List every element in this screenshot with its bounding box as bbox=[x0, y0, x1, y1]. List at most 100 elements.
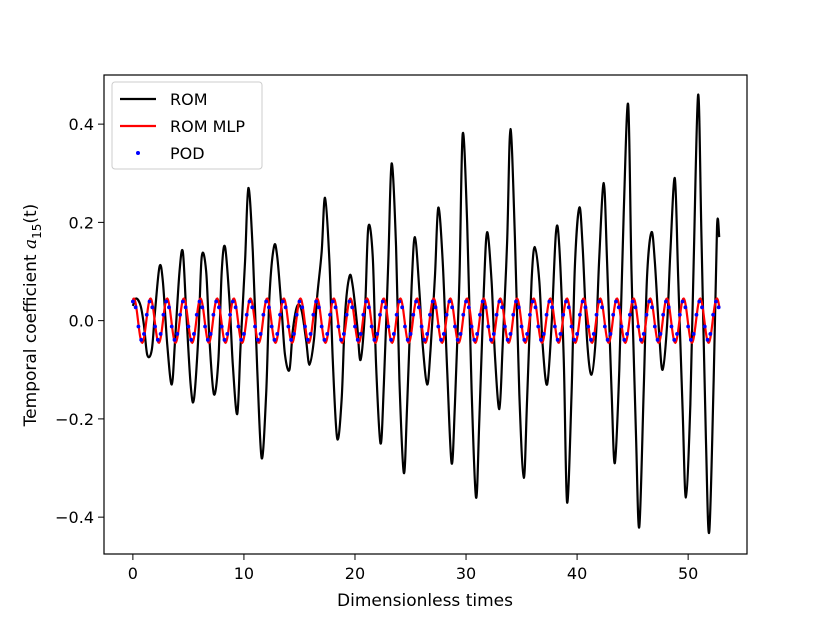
series-pod-point bbox=[594, 312, 599, 317]
series-pod-point bbox=[167, 305, 171, 310]
series-pod-point bbox=[230, 299, 235, 304]
series-pod-point bbox=[658, 332, 663, 336]
series-pod-point bbox=[180, 299, 185, 304]
series-pod-point bbox=[525, 332, 530, 336]
series-pod-point bbox=[389, 337, 393, 342]
series-pod-point bbox=[464, 299, 468, 304]
series-pod-point bbox=[172, 337, 177, 342]
series-pod-point bbox=[314, 299, 319, 304]
series-pod-point bbox=[608, 332, 613, 336]
series-pod-point bbox=[255, 337, 260, 342]
series-pod-point bbox=[292, 332, 296, 336]
series-pod-point bbox=[289, 337, 294, 342]
series-pod-point bbox=[225, 332, 230, 336]
series-pod-point bbox=[347, 299, 352, 304]
series-pod-point bbox=[242, 332, 246, 336]
series-pod-point bbox=[544, 312, 549, 317]
series-pod-point bbox=[297, 299, 302, 304]
series-pod-point bbox=[400, 305, 405, 310]
series-pod-point bbox=[511, 312, 516, 317]
series-pod-point bbox=[522, 337, 527, 342]
series-pod-point bbox=[189, 337, 194, 342]
series-pod-point bbox=[316, 305, 321, 310]
series-pod-point bbox=[364, 299, 368, 304]
x-tick-label: 30 bbox=[456, 564, 476, 583]
series-pod-point bbox=[142, 332, 146, 336]
series-pod-point bbox=[691, 332, 696, 336]
series-pod-point bbox=[664, 299, 668, 304]
series-pod-point bbox=[500, 305, 505, 310]
series-pod-point bbox=[619, 324, 624, 329]
series-pod-point bbox=[472, 337, 477, 342]
series-pod-point bbox=[430, 299, 435, 304]
series-pod-point bbox=[194, 312, 199, 317]
y-axis-label: Temporal coefficient a15(t) bbox=[21, 204, 44, 428]
series-pod-point bbox=[702, 324, 707, 329]
series-pod-point bbox=[689, 337, 693, 342]
series-pod-point bbox=[647, 299, 652, 304]
series-pod-point bbox=[319, 324, 324, 329]
series-pod-point bbox=[455, 337, 460, 342]
y-tick-label: −0.4 bbox=[55, 508, 94, 527]
series-pod-point bbox=[686, 324, 691, 329]
series-pod-point bbox=[372, 337, 377, 342]
series-pod-point bbox=[158, 332, 163, 336]
series-pod-point bbox=[614, 299, 618, 304]
series-pod-point bbox=[491, 332, 496, 336]
x-tick-label: 50 bbox=[678, 564, 698, 583]
series-pod-point bbox=[441, 332, 446, 336]
series-pod-point bbox=[208, 332, 213, 336]
legend-swatch-pod bbox=[136, 151, 140, 155]
legend-label-pod: POD bbox=[170, 144, 205, 163]
series-pod-point bbox=[222, 337, 227, 342]
series-pod-point bbox=[278, 312, 282, 317]
series-pod-point bbox=[214, 299, 219, 304]
series-pod-point bbox=[164, 299, 169, 304]
series-pod-point bbox=[453, 324, 457, 329]
series-pod-point bbox=[144, 312, 149, 317]
series-pod-point bbox=[550, 305, 554, 310]
series-pod-point bbox=[580, 299, 585, 304]
x-axis-label: Dimensionless times bbox=[337, 591, 513, 611]
series-pod-point bbox=[369, 324, 374, 329]
series-pod-point bbox=[675, 332, 679, 336]
series-pod-point bbox=[308, 332, 313, 336]
series-pod-point bbox=[683, 305, 688, 310]
series-pod-point bbox=[386, 324, 391, 329]
series-pod-point bbox=[527, 312, 532, 317]
series-pod-point bbox=[439, 337, 443, 342]
series-pod-point bbox=[183, 305, 188, 310]
x-tick-label: 10 bbox=[234, 564, 254, 583]
legend-box bbox=[111, 81, 263, 170]
series-pod-point bbox=[655, 337, 660, 342]
series-pod-point bbox=[311, 312, 316, 317]
series-pod-point bbox=[130, 299, 135, 304]
series-pod-point bbox=[514, 299, 518, 304]
series-pod-point bbox=[405, 337, 410, 342]
series-pod-point bbox=[680, 299, 685, 304]
series-pod-point bbox=[428, 312, 432, 317]
series-pod-point bbox=[575, 332, 579, 336]
series-pod-point bbox=[519, 324, 524, 329]
series-pod-point bbox=[150, 305, 155, 310]
series-pod-point bbox=[155, 337, 160, 342]
series-pod-point bbox=[627, 312, 632, 317]
series-pod-point bbox=[397, 299, 402, 304]
series-pod-point bbox=[344, 312, 349, 317]
series-pod-point bbox=[503, 324, 507, 329]
series-pod-point bbox=[677, 312, 682, 317]
series-pod-point bbox=[211, 312, 216, 317]
series-pod-point bbox=[711, 312, 716, 317]
series-pod-point bbox=[178, 312, 182, 317]
y-axis-label-suffix: (t) bbox=[21, 204, 41, 224]
series-pod-point bbox=[258, 332, 263, 336]
series-pod-point bbox=[247, 299, 252, 304]
series-pod-point bbox=[589, 337, 593, 342]
series-pod-point bbox=[186, 324, 191, 329]
series-pod-point bbox=[536, 324, 541, 329]
series-pod-point bbox=[322, 337, 327, 342]
series-pod-point bbox=[416, 305, 421, 310]
series-pod-point bbox=[261, 312, 266, 317]
series-pod-point bbox=[205, 337, 210, 342]
